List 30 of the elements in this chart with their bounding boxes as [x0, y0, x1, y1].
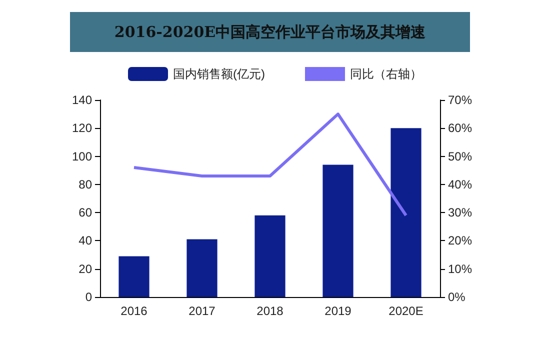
y2-tick-label: 0% [448, 290, 466, 304]
bar [322, 164, 354, 297]
y-tick-label: 20 [78, 262, 92, 276]
x-tick-label: 2018 [256, 304, 284, 318]
y2-tick-label: 40% [448, 177, 472, 192]
y2-tick-label: 30% [448, 206, 472, 220]
legend-label: 同比（右轴） [350, 67, 422, 81]
x-tick-label: 2020E [388, 304, 424, 318]
y-tick-label: 120 [72, 121, 92, 136]
y-tick-label: 80 [78, 177, 92, 192]
bar [390, 128, 422, 297]
y2-tick-label: 20% [448, 234, 472, 248]
legend-label: 国内销售额(亿元) [173, 67, 266, 81]
y-tick-label: 40 [78, 234, 92, 248]
bar [186, 239, 218, 297]
y-tick-label: 140 [72, 93, 92, 107]
bar [118, 256, 150, 297]
line-series [132, 112, 408, 217]
x-tick-label: 2016 [120, 304, 148, 318]
y-tick-label: 0 [85, 290, 92, 304]
y2-tick-label: 50% [448, 149, 472, 164]
x-tick-label: 2017 [188, 304, 216, 318]
chart-title: 2016-2020E中国高空作业平台市场及其增速 [70, 12, 470, 52]
y2-tick-label: 10% [448, 262, 472, 276]
y-tick-label: 100 [72, 149, 92, 164]
y2-tick-label: 60% [448, 121, 472, 136]
y-tick-label: 60 [78, 206, 92, 220]
bar [254, 215, 286, 297]
y2-tick-label: 70% [448, 93, 472, 107]
x-tick-label: 2019 [324, 304, 352, 318]
